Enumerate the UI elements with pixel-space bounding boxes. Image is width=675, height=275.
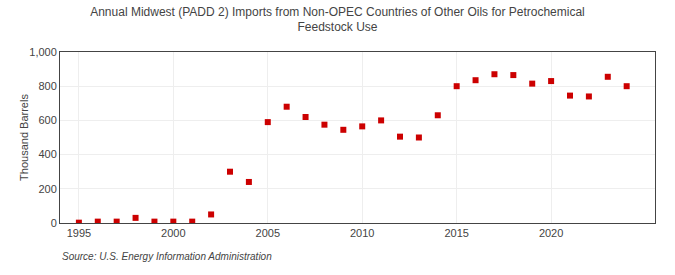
svg-text:Annual Midwest (PADD 2) Import: Annual Midwest (PADD 2) Imports from Non… [90,5,585,35]
svg-text:2020: 2020 [539,227,563,239]
svg-text:1995: 1995 [67,227,91,239]
svg-text:Thousand Barrels: Thousand Barrels [18,94,30,181]
svg-text:2010: 2010 [350,227,374,239]
svg-text:600: 600 [38,114,56,126]
svg-text:Source: U.S. Energy Informatio: Source: U.S. Energy Information Administ… [62,251,272,262]
svg-text:2005: 2005 [256,227,280,239]
svg-text:200: 200 [38,183,56,195]
svg-text:2000: 2000 [161,227,185,239]
svg-text:800: 800 [38,80,56,92]
svg-text:0: 0 [51,217,57,229]
svg-text:1,000: 1,000 [29,46,57,58]
svg-text:2015: 2015 [444,227,468,239]
svg-text:400: 400 [38,148,56,160]
